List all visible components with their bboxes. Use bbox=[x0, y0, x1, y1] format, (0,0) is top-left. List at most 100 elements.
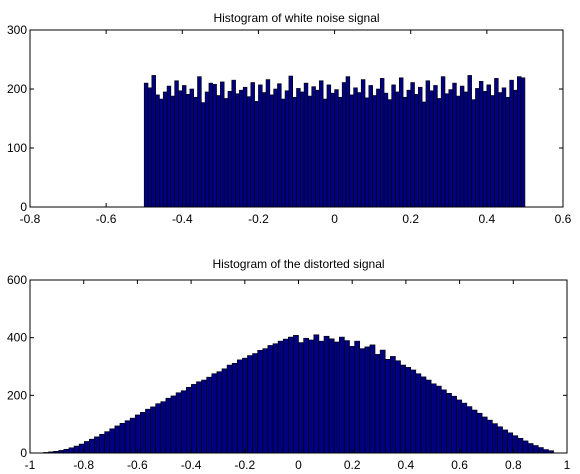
histogram-bar bbox=[216, 95, 221, 208]
x-tick-label: -0.2 bbox=[248, 212, 269, 226]
histogram-bar bbox=[368, 85, 373, 208]
subplot-2: -1 -0.8 -0.6 -0.4 -0.2 0 0.2 0.4 0.6 0.8 1 0 200 400 6… bbox=[7, 257, 571, 472]
histogram-bar bbox=[155, 403, 162, 454]
histogram-bar bbox=[517, 76, 522, 208]
histogram-bar bbox=[287, 336, 294, 454]
histogram-bar bbox=[517, 437, 524, 454]
histogram-bar bbox=[277, 340, 284, 454]
y-tick-label: 0 bbox=[20, 446, 27, 460]
histogram-bar bbox=[357, 92, 362, 208]
histogram-bar bbox=[430, 383, 437, 454]
histogram-bar bbox=[522, 440, 529, 454]
y-tick-label: 200 bbox=[7, 388, 27, 402]
histogram-bar bbox=[376, 88, 381, 208]
histogram-bar bbox=[73, 445, 80, 454]
histogram-bar bbox=[414, 94, 419, 208]
histogram-bar bbox=[262, 348, 269, 454]
histogram-bar bbox=[410, 82, 415, 208]
histogram-bar bbox=[239, 89, 244, 208]
histogram-bar bbox=[456, 399, 463, 454]
histogram-bar bbox=[307, 95, 313, 208]
histogram-bar bbox=[311, 86, 316, 208]
histogram-bar bbox=[143, 82, 149, 208]
bars bbox=[143, 75, 526, 208]
histogram-bar bbox=[360, 79, 366, 208]
histogram-bar bbox=[383, 92, 389, 208]
histogram-bar bbox=[501, 87, 507, 208]
histogram-bar bbox=[166, 85, 172, 208]
histogram-bar bbox=[486, 419, 493, 454]
histogram-bar bbox=[395, 91, 400, 208]
histogram-bar bbox=[197, 76, 202, 208]
histogram-bar bbox=[537, 447, 544, 454]
histogram-bar bbox=[318, 340, 325, 454]
histogram-bar bbox=[315, 89, 320, 208]
histogram-bar bbox=[165, 397, 172, 454]
histogram-bar bbox=[492, 423, 498, 454]
histogram-bar bbox=[490, 95, 495, 208]
histogram-bar bbox=[273, 88, 278, 208]
histogram-bar bbox=[364, 97, 370, 208]
histogram-bar bbox=[446, 393, 452, 454]
y-tick-label: 600 bbox=[7, 273, 27, 287]
histogram-bar bbox=[265, 79, 271, 208]
x-tick-label: -0.2 bbox=[234, 458, 255, 472]
histogram-bar bbox=[162, 91, 168, 208]
histogram-bar bbox=[147, 87, 153, 208]
histogram-bar bbox=[201, 102, 206, 208]
x-tick-label: -0.4 bbox=[172, 212, 193, 226]
histogram-bar bbox=[174, 80, 179, 208]
histogram-bar bbox=[292, 96, 297, 208]
x-tick-label: 0.8 bbox=[505, 458, 522, 472]
histogram-bar bbox=[353, 87, 358, 208]
histogram-bar bbox=[313, 334, 320, 454]
subplot-1: -0.8 -0.6 -0.4 -0.2 0 0.2 0.4 0.6 0 100 200 300 Hist… bbox=[7, 11, 572, 226]
histogram-bar bbox=[83, 441, 90, 454]
y-tick-label: 300 bbox=[7, 23, 27, 37]
histogram-bar bbox=[333, 341, 340, 454]
histogram-bar bbox=[421, 101, 427, 208]
histogram-bar bbox=[456, 95, 461, 208]
histogram-bar bbox=[505, 96, 511, 208]
histogram-bar bbox=[359, 348, 366, 454]
histogram-bar bbox=[150, 406, 156, 454]
histogram-bar bbox=[328, 338, 335, 454]
histogram-bar bbox=[349, 94, 354, 208]
axes-border bbox=[29, 29, 564, 208]
histogram-bar bbox=[272, 343, 279, 454]
histogram-bar bbox=[466, 406, 473, 454]
y-tick-label: 400 bbox=[7, 331, 27, 345]
histogram-bar bbox=[482, 91, 488, 208]
histogram-bar bbox=[448, 89, 453, 208]
histogram-bar bbox=[326, 84, 332, 208]
histogram-bar bbox=[459, 85, 465, 208]
histogram-bar bbox=[341, 82, 347, 208]
bars bbox=[43, 334, 554, 454]
histogram-bar bbox=[527, 443, 534, 454]
x-tick-label: 0.4 bbox=[479, 212, 496, 226]
histogram-bar bbox=[345, 76, 351, 208]
y-tick-label: 0 bbox=[20, 200, 27, 214]
histogram-bar bbox=[372, 95, 377, 208]
histogram-bar bbox=[322, 98, 328, 208]
histogram-bar bbox=[284, 90, 290, 208]
histogram-bar bbox=[415, 373, 422, 454]
histogram-bar bbox=[159, 98, 164, 208]
histogram-bar bbox=[63, 448, 70, 454]
histogram-bar bbox=[364, 346, 371, 454]
histogram-bar bbox=[319, 80, 324, 208]
histogram-bar bbox=[344, 340, 350, 454]
histogram-bar bbox=[330, 92, 335, 208]
histogram-bar bbox=[425, 379, 432, 454]
x-tick-label: 1 bbox=[564, 458, 571, 472]
histogram-bar bbox=[170, 395, 177, 454]
histogram-bar bbox=[532, 445, 539, 454]
histogram-bar bbox=[129, 417, 136, 454]
histogram-bar bbox=[246, 96, 252, 208]
histogram-bar bbox=[374, 354, 381, 454]
histogram-bar bbox=[418, 86, 423, 208]
histogram-bar bbox=[509, 79, 514, 208]
histogram-bar bbox=[293, 335, 299, 454]
histogram-bar bbox=[520, 77, 526, 208]
